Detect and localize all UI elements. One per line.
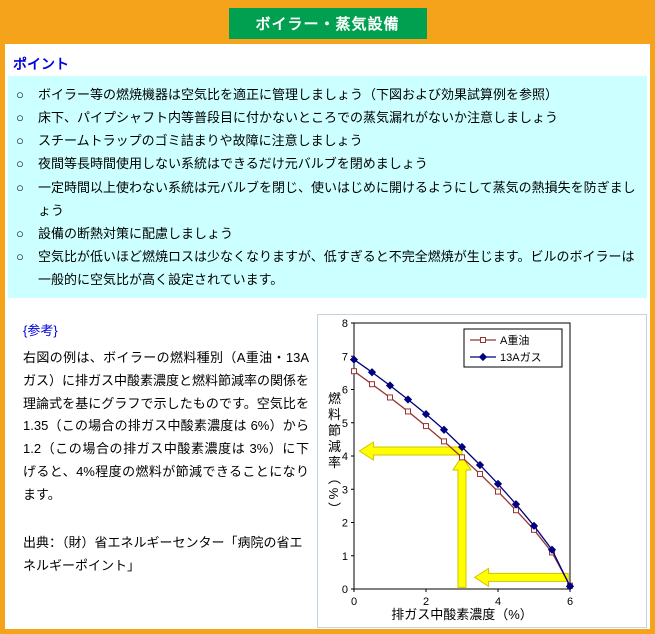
series-marker-square	[441, 438, 447, 445]
series-marker-square	[423, 423, 429, 430]
series-marker-diamond	[385, 381, 395, 390]
series-marker-diamond	[565, 582, 575, 591]
bullet-marker: ○	[16, 133, 24, 149]
y-tick-label: 8	[342, 318, 348, 330]
points-heading: ポイント	[13, 56, 69, 72]
reference-source: 出典：（財）省エネルギーセンター「病院の省エネルギーポイント」	[23, 535, 303, 574]
series-marker-square	[513, 507, 519, 514]
legend-label: 13Aガス	[500, 351, 542, 364]
y-tick-label: 3	[342, 484, 348, 496]
x-tick-label: 0	[351, 596, 357, 608]
y-tick-label: 0	[342, 584, 348, 596]
series-marker-square	[351, 368, 357, 375]
series-marker-diamond	[367, 368, 377, 377]
y-tick-label: 4	[342, 451, 348, 463]
point-text: 設備の断熱対策に配慮しましょう	[38, 225, 234, 241]
series-marker-square	[495, 488, 501, 495]
reference-body: 右図の例は、ボイラーの燃料種別（A重油・13Aガス）に排ガス中酸素濃度と燃料節減…	[23, 350, 310, 502]
point-text: 一定時間以上使わない系統は元バルブを閉じ、使いはじめに開けるようにして蒸気の熱損…	[38, 179, 636, 218]
x-tick-label: 4	[495, 596, 501, 608]
legend-box	[463, 328, 563, 368]
series-marker-diamond	[421, 410, 431, 419]
series-marker-diamond	[547, 545, 557, 554]
series-marker-diamond	[478, 353, 488, 362]
series-marker-square	[369, 381, 375, 388]
x-tick-label: 6	[567, 596, 573, 608]
bullet-marker: ○	[16, 87, 24, 102]
point-item: ○ スチームトラップのゴミ詰まりや故障に注意しましょう	[16, 129, 637, 152]
chart-y-axis-label: 燃料節減率（%）	[326, 391, 341, 519]
series-marker-square	[387, 394, 393, 401]
point-text: 夜間等長時間使用しない系統はできるだけ元バルブを閉めましょう	[38, 156, 428, 172]
point-item: ○ ボイラー等の燃焼機器は空気比を適正に管理しましょう（下図および効果試算例を参照…	[16, 83, 637, 106]
series-marker-diamond	[349, 355, 359, 364]
header-strip: ボイラー・蒸気設備	[5, 5, 650, 44]
series-marker-diamond	[529, 521, 539, 531]
reference-column: {参考} 右図の例は、ボイラーの燃料種別（A重油・13Aガス）に排ガス中酸素濃度…	[15, 314, 317, 628]
bullet-marker: ○	[16, 248, 24, 264]
up-to-curve-at-3-arrow	[452, 455, 472, 588]
series-marker-diamond	[403, 395, 413, 404]
legend-label: A重油	[500, 333, 529, 347]
point-item: ○ 一定時間以上使わない系統は元バルブを閉じ、使いはじめに開けるようにして蒸気の熱…	[16, 176, 637, 222]
series-marker-diamond	[511, 500, 521, 509]
point-item: ○ 設備の断熱対策に配慮しましょう	[16, 222, 637, 245]
y-tick-label: 7	[342, 351, 348, 363]
y-tick-label: 6	[342, 385, 348, 397]
reference-heading: {参考}	[23, 323, 58, 339]
points-list: ○ ボイラー等の燃焼機器は空気比を適正に管理しましょう（下図および効果試算例を参照…	[16, 83, 637, 291]
point-text: スチームトラップのゴミ詰まりや故障に注意しましょう	[38, 133, 363, 149]
bullet-marker: ○	[16, 110, 24, 126]
series-marker-diamond	[475, 460, 485, 470]
x-tick-label: 2	[423, 596, 429, 608]
point-item: ○ 床下、パイプシャフト内等普段目に付かないところでの蒸気漏れがないか注意しましょ…	[16, 106, 637, 129]
y-tick-label: 5	[342, 418, 348, 430]
points-box: ○ ボイラー等の燃焼機器は空気比を適正に管理しましょう（下図および効果試算例を参照…	[8, 76, 647, 299]
series-marker-square	[405, 408, 411, 415]
page-title: ボイラー・蒸気設備	[228, 8, 427, 39]
lower-section: {参考} 右図の例は、ボイラーの燃料種別（A重油・13Aガス）に排ガス中酸素濃度…	[5, 298, 650, 629]
fuel-saving-chart: 燃料節減率（%） 0 1 2 3 4 5 6 7 8 0 2 4 6 A重油 13Aガス排ガス中酸素濃度（%…	[317, 314, 647, 629]
y-tick-label: 2	[342, 518, 348, 530]
point-text: 空気比が低いほど燃焼ロスは少なくなりますが、低すぎると不完全燃焼が生じます。ビル…	[38, 248, 635, 287]
chart-x-axis-label: 排ガス中酸素濃度（%）	[391, 607, 533, 622]
series-marker-diamond	[457, 443, 467, 452]
y-tick-label: 1	[342, 551, 348, 563]
bullet-marker: ○	[16, 225, 24, 241]
point-item: ○ 夜間等長時間使用しない系統はできるだけ元バルブを閉めましょう	[16, 152, 637, 175]
point-item: ○ 空気比が低いほど燃焼ロスは少なくなりますが、低すぎると不完全燃焼が生じます。ビ…	[16, 245, 637, 291]
point-text: ボイラー等の燃焼機器は空気比を適正に管理しましょう（下図および効果試算例を参照）	[38, 87, 559, 102]
o2-from-6-to-3-arrow	[473, 567, 569, 588]
series-marker-diamond	[493, 479, 503, 489]
bullet-marker: ○	[16, 156, 24, 172]
series-marker-square	[459, 454, 465, 461]
series-marker-square	[477, 471, 483, 478]
point-text: 床下、パイプシャフト内等普段目に付かないところでの蒸気漏れがないか注意しましょう	[38, 110, 559, 126]
series-marker-square	[480, 337, 486, 344]
series-marker-diamond	[439, 425, 449, 434]
bullet-marker: ○	[16, 179, 24, 195]
